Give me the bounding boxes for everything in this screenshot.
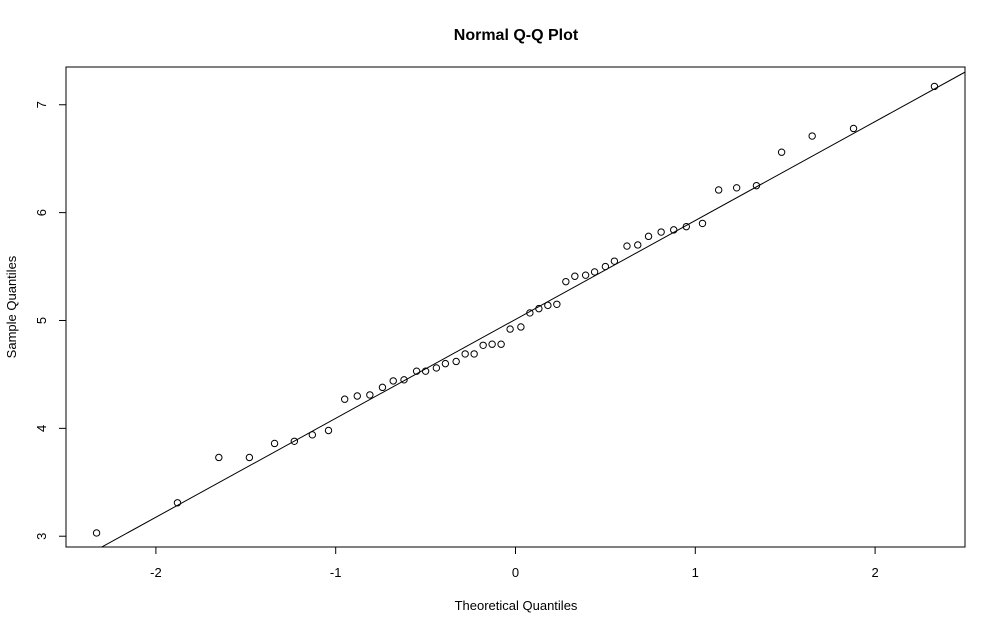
data-point xyxy=(698,219,707,228)
x-tick-label: 1 xyxy=(692,565,699,580)
data-point xyxy=(553,300,561,309)
data-point xyxy=(544,301,552,310)
y-tick-label: 7 xyxy=(34,101,49,108)
data-point xyxy=(461,350,469,358)
x-axis: -2 -1 0 1 2 xyxy=(150,546,879,580)
data-point xyxy=(378,383,387,392)
x-tick-label: -2 xyxy=(150,565,162,580)
data-point xyxy=(488,340,496,348)
data-point xyxy=(808,132,816,140)
data-point xyxy=(610,257,619,265)
data-point xyxy=(657,228,665,236)
data-point xyxy=(497,340,505,348)
data-point xyxy=(389,377,397,385)
y-tick-label: 4 xyxy=(34,425,49,432)
data-points xyxy=(92,82,939,537)
data-point xyxy=(732,184,741,192)
data-point xyxy=(506,325,514,333)
y-axis: 3 4 5 6 7 xyxy=(34,101,67,540)
data-point xyxy=(366,391,374,399)
reference-line-layer xyxy=(100,71,965,547)
data-point xyxy=(714,186,723,194)
data-point xyxy=(353,392,361,400)
y-tick-label: 5 xyxy=(34,317,49,324)
data-point xyxy=(930,82,939,91)
data-point xyxy=(571,272,579,280)
data-point xyxy=(245,453,254,462)
data-point xyxy=(670,226,678,234)
y-tick-label: 6 xyxy=(34,209,49,216)
data-point xyxy=(581,271,590,279)
data-point xyxy=(601,262,610,271)
y-tick-label: 3 xyxy=(34,533,49,540)
x-axis-label: Theoretical Quantiles xyxy=(455,598,578,613)
data-point xyxy=(644,232,653,241)
x-tick-label: 0 xyxy=(512,565,519,580)
data-point xyxy=(526,309,534,317)
data-point xyxy=(682,222,691,231)
data-point xyxy=(562,277,570,286)
data-point xyxy=(412,367,421,375)
data-point xyxy=(270,439,279,448)
data-point xyxy=(290,437,299,445)
data-point xyxy=(432,364,441,372)
reference-line xyxy=(100,71,965,547)
data-point xyxy=(479,341,487,349)
data-point xyxy=(470,350,478,358)
data-point xyxy=(452,357,460,366)
data-point xyxy=(752,181,761,190)
data-point xyxy=(590,268,599,276)
data-point xyxy=(215,453,223,462)
data-point xyxy=(634,241,642,249)
data-point xyxy=(535,304,543,313)
data-point xyxy=(340,395,349,403)
data-point xyxy=(441,359,450,368)
data-point xyxy=(92,529,101,537)
y-axis-label: Sample Quantiles xyxy=(4,255,19,358)
data-point xyxy=(400,376,408,384)
x-tick-label: -1 xyxy=(330,565,342,580)
data-point xyxy=(324,426,333,435)
data-point xyxy=(308,431,317,439)
x-tick-label: 2 xyxy=(871,565,878,580)
plot-frame xyxy=(65,66,966,548)
data-point xyxy=(623,242,631,250)
data-point xyxy=(421,367,430,375)
data-point xyxy=(777,148,786,156)
chart-title: Normal Q-Q Plot xyxy=(454,27,579,44)
data-point xyxy=(517,323,525,331)
data-point xyxy=(849,124,858,133)
data-point xyxy=(173,499,182,507)
